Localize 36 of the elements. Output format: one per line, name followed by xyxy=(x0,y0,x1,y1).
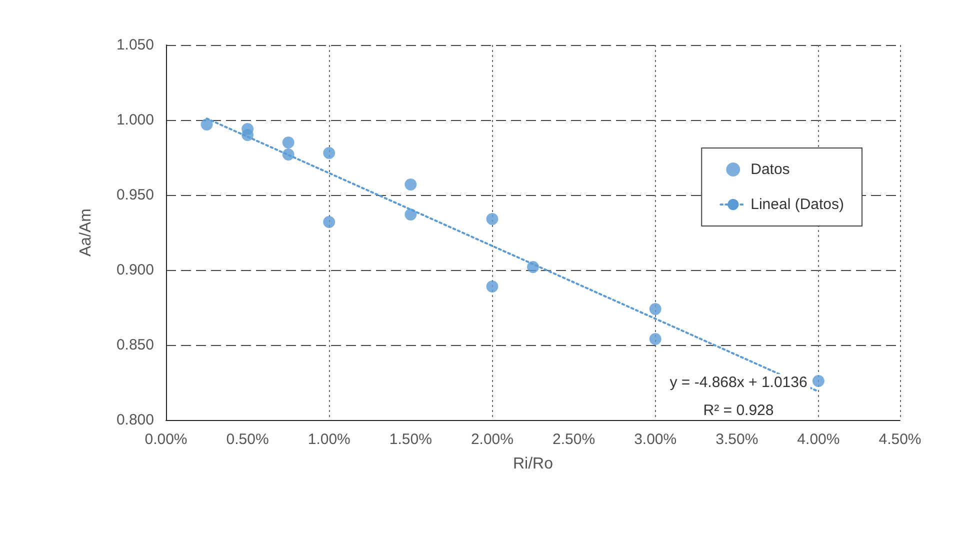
x-tick-label: 4.50% xyxy=(878,431,922,448)
point xyxy=(323,216,336,228)
point xyxy=(282,136,294,148)
x-tick-label: 0.50% xyxy=(226,431,269,448)
point xyxy=(282,148,294,160)
point xyxy=(404,208,417,220)
y-tick-label: 0.800 xyxy=(116,412,154,428)
annotation: y = -4.868x + 1.0136 xyxy=(670,374,808,391)
point xyxy=(486,213,498,225)
legend-label: Lineal (Datos) xyxy=(750,196,844,213)
y-tick-label: 0.850 xyxy=(116,336,154,354)
point xyxy=(527,261,539,273)
y-tick-label: 0.900 xyxy=(116,262,154,278)
point xyxy=(200,118,213,130)
x-tick-label: 3.50% xyxy=(716,431,758,448)
x-tick-label: 3.00% xyxy=(634,431,677,448)
x-tick-label: 1.50% xyxy=(389,431,432,448)
point xyxy=(323,147,336,159)
point xyxy=(649,333,662,345)
x-axis-title: Ri/Ro xyxy=(512,456,554,472)
y-tick-label: 1.050 xyxy=(116,36,154,54)
x-tick-label: 0.00% xyxy=(144,431,188,448)
point xyxy=(404,178,417,190)
point xyxy=(812,375,824,387)
point xyxy=(649,303,662,315)
annotation: R² = 0.928 xyxy=(703,402,774,420)
y-axis-title: Aa/Am xyxy=(78,208,94,257)
point xyxy=(242,129,254,141)
x-tick-label: 1.00% xyxy=(308,431,350,448)
x-tick-label: 2.00% xyxy=(470,431,514,448)
legend-label: Datos xyxy=(750,161,790,178)
x-tick-label: 4.00% xyxy=(797,431,840,448)
x-tick-label: 2.50% xyxy=(552,431,596,448)
point xyxy=(486,280,498,292)
y-tick-label: 1.000 xyxy=(116,112,154,128)
y-tick-label: 0.950 xyxy=(116,186,154,204)
